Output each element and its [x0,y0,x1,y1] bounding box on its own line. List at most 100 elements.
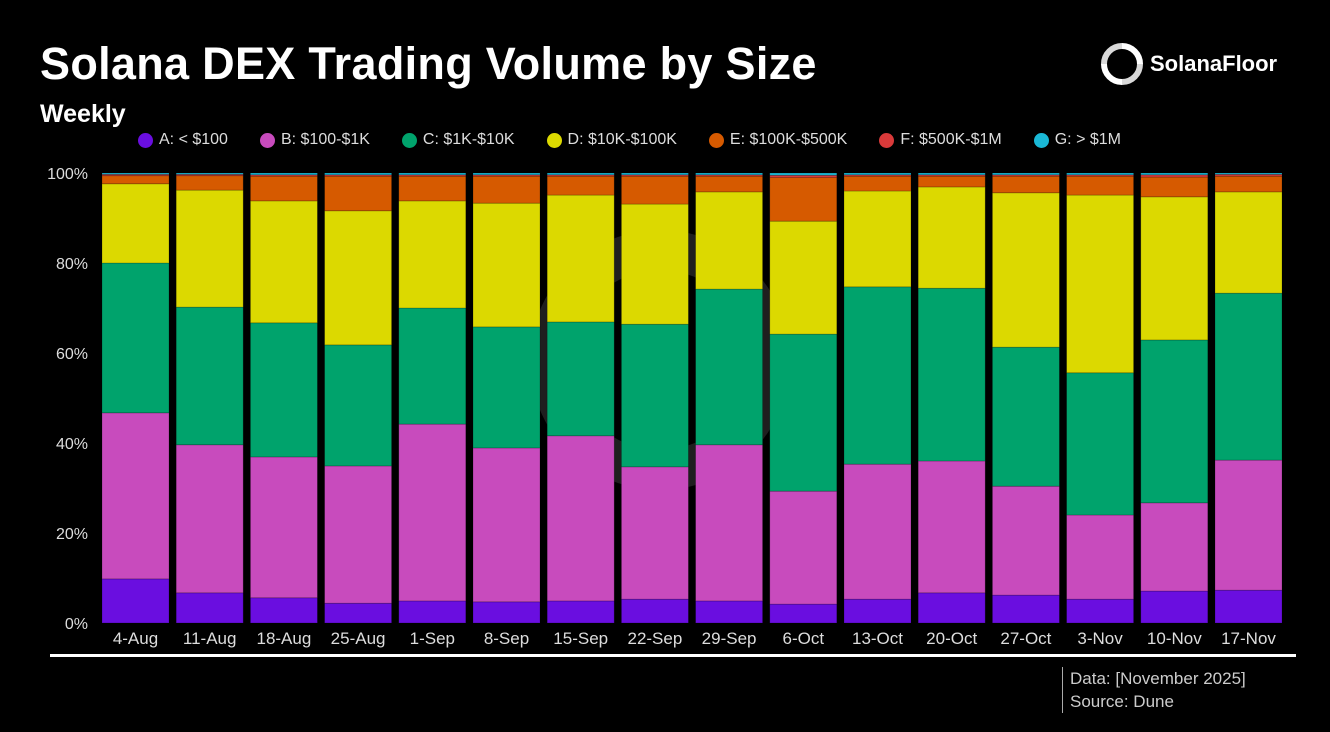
bar-segment [249,456,318,599]
bar-segment [695,444,763,602]
bar-segment [472,202,541,328]
x-tick-label: 6-Oct [783,629,825,648]
bar-segment [621,598,689,624]
bar-segment [992,485,1060,596]
bar-segment [324,172,393,176]
bar-segment [324,210,393,346]
bar-segment [398,172,467,176]
x-axis-line [50,654,1296,657]
bar-segment [843,286,912,465]
bar-segment [546,194,615,323]
bar-segment [472,175,541,204]
bar-segment [695,175,763,193]
bar-segment [695,191,763,290]
solanafloor-logo-icon [1101,43,1143,85]
bar-segment [546,175,615,196]
y-tick-label: 80% [56,256,88,273]
bar-segment [1140,502,1209,592]
bar-segment [769,220,838,335]
x-tick-label: 3-Nov [1077,629,1123,648]
x-tick-label: 22-Sep [627,629,682,648]
legend-swatch [1033,132,1049,148]
x-tick-label: 20-Oct [926,629,977,648]
bar-segment [1066,172,1134,176]
x-tick-label: 1-Sep [410,629,455,648]
y-tick-label: 60% [56,346,88,363]
bar-segment [1214,459,1283,591]
bar-segment [769,172,838,176]
bar-segment [324,602,393,624]
bar-segment [992,172,1060,176]
x-tick-label: 4-Aug [113,629,158,648]
x-tick-label: 10-Nov [1147,629,1202,648]
bar-segment [843,598,912,624]
bar-segment [917,460,986,594]
bar-segment [175,306,244,446]
brand-logo: SolanaFloor [1100,42,1277,86]
bar-segment [175,592,244,624]
bar-segment [621,323,689,468]
legend-label: D: $10K-$100K [567,131,677,148]
bar-segment [546,600,615,624]
legend-item: B: $100-$1K [259,131,370,149]
bar-segment [175,175,244,191]
source-note: Source: Dune [1070,692,1174,711]
x-tick-label: 13-Oct [852,629,903,648]
bar-segment [1066,175,1134,196]
bar-segment [472,601,541,624]
legend-swatch [401,132,417,148]
bar-segment [695,172,763,176]
bar-segment [398,600,467,624]
legend-label: G: > $1M [1054,131,1121,148]
chart-title: Solana DEX Trading Volume by Size [40,38,817,89]
bar-segment [1214,589,1283,624]
bar-segment [175,189,244,308]
bar-segment [621,466,689,600]
bar-segment [695,600,763,624]
bar-segment [1066,194,1134,374]
bar-segment [101,578,170,624]
bar-segment [175,172,244,175]
bar-segment [472,172,541,176]
bar-segment [546,172,615,176]
chart-subtitle: Weekly [40,100,126,128]
legend: A: < $100 B: $100-$1K C: $1K-$10K D: $10K-$… [138,131,1121,149]
bar-segment [1214,191,1283,294]
bar-segment [101,183,170,264]
bar-segment [843,463,912,600]
bar-segment [398,307,467,425]
bar-segment [546,435,615,602]
x-tick-label: 18-Aug [256,629,311,648]
bar-segment [695,288,763,446]
legend-item: E: $100K-$500K [708,131,848,149]
bar-segment [249,322,318,458]
brand-name: SolanaFloor [1150,51,1278,76]
bar-segment [621,175,689,205]
footer-note: Data: [November 2025] Source: Dune [1062,667,1246,713]
legend-swatch [138,132,153,148]
x-tick-label: 29-Sep [702,629,757,648]
bar-segment [769,177,838,222]
y-tick-label: 40% [56,436,88,453]
bar-segment [769,490,838,605]
legend-label: B: $100-$1K [280,131,370,148]
bar-segment [324,344,393,467]
bar-segment [917,172,986,176]
bar-segment [1140,196,1209,341]
legend-label: E: $100K-$500K [729,131,848,148]
bar-segment [1066,598,1134,624]
bar-segment [769,603,838,624]
bar-segment [917,287,986,462]
x-tick-label: 8-Sep [484,629,529,648]
bar-segment [101,175,170,185]
bar-segment [249,172,318,176]
bar-segment [917,592,986,624]
bar-segment [472,326,541,449]
bar-segment [992,346,1060,487]
data-date-note: Data: [November 2025] [1070,669,1246,688]
bar-segment [1066,514,1134,600]
x-tick-label: 11-Aug [183,629,237,648]
bar-segment [472,447,541,603]
bar-segment [175,444,244,594]
legend-label: A: < $100 [159,131,228,148]
